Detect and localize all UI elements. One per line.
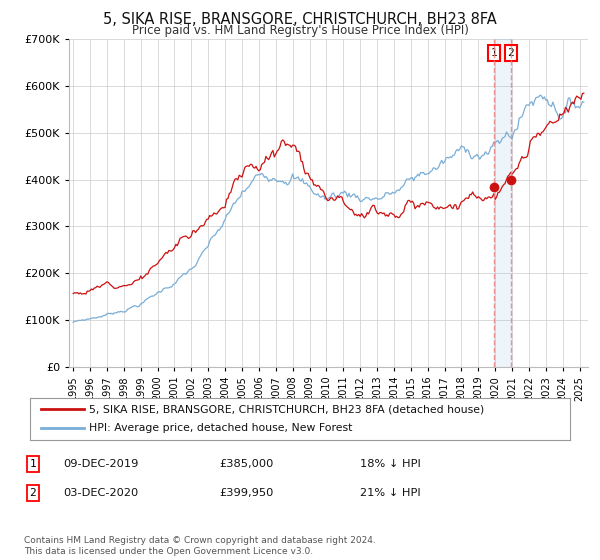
Text: 5, SIKA RISE, BRANSGORE, CHRISTCHURCH, BH23 8FA: 5, SIKA RISE, BRANSGORE, CHRISTCHURCH, B… [103,12,497,27]
Text: Price paid vs. HM Land Registry's House Price Index (HPI): Price paid vs. HM Land Registry's House … [131,24,469,36]
Text: £399,950: £399,950 [219,488,274,498]
Text: 1: 1 [29,459,37,469]
Bar [494,39,511,367]
Text: 2: 2 [508,48,514,58]
Text: 03-DEC-2020: 03-DEC-2020 [63,488,138,498]
Text: 21% ↓ HPI: 21% ↓ HPI [360,488,421,498]
Text: HPI: Average price, detached house, New Forest: HPI: Average price, detached house, New … [89,423,353,433]
Text: 2: 2 [29,488,37,498]
Text: Contains HM Land Registry data © Crown copyright and database right 2024.
This d: Contains HM Land Registry data © Crown c… [24,536,376,556]
Text: £385,000: £385,000 [219,459,274,469]
Text: 09-DEC-2019: 09-DEC-2019 [63,459,139,469]
Text: 1: 1 [490,48,497,58]
Text: 18% ↓ HPI: 18% ↓ HPI [360,459,421,469]
Text: 5, SIKA RISE, BRANSGORE, CHRISTCHURCH, BH23 8FA (detached house): 5, SIKA RISE, BRANSGORE, CHRISTCHURCH, B… [89,404,485,414]
